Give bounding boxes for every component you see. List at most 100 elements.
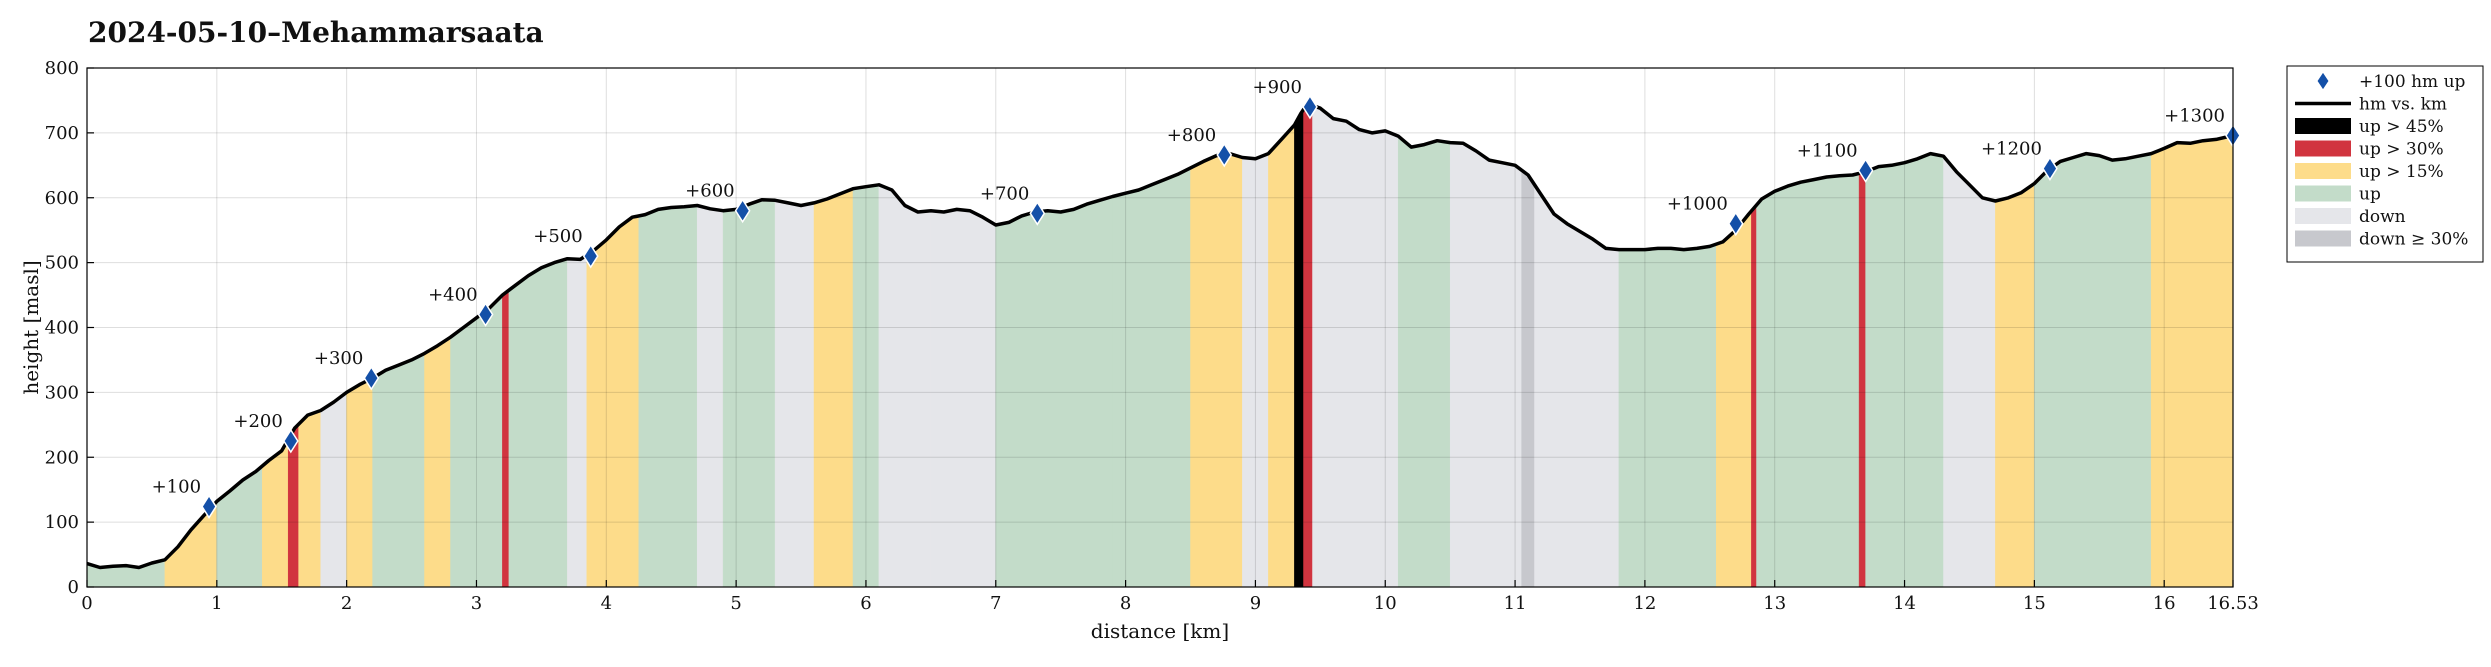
marker-diamond [363,365,380,391]
marker-diamond [477,302,494,327]
legend-label: up > 30% [2359,140,2444,160]
segment-up [722,199,776,588]
x-tick-label: 0 [81,593,92,614]
y-tick-label: 600 [45,188,79,209]
marker-diamond [582,243,599,269]
y-tick-label: 500 [45,253,79,274]
x-tick-label: 12 [1633,593,1656,614]
x-tick-label: 3 [471,593,482,614]
marker-label: +900 [1252,77,1301,98]
legend-swatch [2295,230,2351,247]
segment-up-gt-15 [424,336,451,588]
marker-diamond [734,198,751,224]
chart-title: 2024-05-10–Mehammarsaata [88,16,544,49]
marker-diamond [2042,156,2058,181]
segment-up-gt-30 [1858,171,1866,588]
x-tick-label: 10 [1374,593,1397,614]
x-tick-label: 16.53 [2207,593,2259,614]
segment-up-gt-15 [813,188,854,588]
y-tick-label: 300 [45,382,79,403]
y-tick-label: 100 [45,512,79,533]
x-axis-label: distance [km] [1091,619,1229,643]
legend-label: +100 hm up [2359,72,2466,92]
y-tick-label: 400 [45,318,79,339]
x-tick-label: 1 [211,593,222,614]
segment-up-gt-15 [2189,135,2234,588]
marker-label: +1200 [1981,139,2042,160]
segment-down [878,184,932,588]
segment-down [1449,142,1522,588]
y-tick-label: 700 [45,123,79,144]
marker-label: +800 [1167,125,1216,146]
legend-label: up [2359,185,2381,205]
marker-label: +300 [314,348,363,369]
x-tick-label: 15 [2023,593,2046,614]
x-tick-label: 4 [601,593,612,614]
marker-label: +100 [152,477,201,498]
legend-marker-symbol [2316,71,2330,91]
segment-down [774,199,815,588]
segment-down [930,209,997,588]
x-tick-label: 9 [1250,593,1261,614]
segment-up-gt-15 [586,215,640,588]
x-tick-label: 8 [1120,593,1131,614]
marker-label: +400 [428,285,477,306]
legend-label: up > 45% [2359,117,2444,137]
legend-label: hm vs. km [2359,95,2447,115]
segment-up [1397,135,1451,588]
segment-up-gt-30 [502,289,510,588]
legend-swatch [2295,208,2351,224]
segment-up [508,258,568,588]
segment-up-gt-30 [1303,103,1313,588]
x-tick-label: 14 [1893,593,1916,614]
milestone-markers: +100 +200 +300 +400 +500 +600 +700 +800 +900 +100… [152,77,2241,519]
segment-up-gt-15 [1995,183,2035,588]
marker-label: +200 [233,411,282,432]
segment-down [320,391,347,588]
marker-label: +500 [533,226,582,247]
segment-up [1756,173,1860,588]
marker-diamond [1857,158,1874,183]
legend-swatch [2295,118,2351,134]
x-tick-label: 13 [1763,593,1786,614]
axes: 0 1 2 3 4 5 6 7 8 9 10 11 12 13 14 15 16 16.5301002003004… [45,58,2259,614]
x-tick-label: 2 [341,593,352,614]
segment-up-gt-15 [2150,142,2191,588]
x-tick-label: 5 [730,593,741,614]
x-tick-label: 16 [2153,593,2176,614]
segment-up [1112,167,1191,588]
segment-up-gt-15 [1716,210,1752,588]
segment-up [1618,243,1717,588]
marker-label: +1300 [2164,105,2225,126]
marker-label: +1100 [1797,141,1858,162]
segment-up [372,352,425,588]
grid-lines [87,68,2233,587]
segment-down [1534,183,1620,588]
y-tick-label: 200 [45,447,79,468]
segment-down [567,254,588,588]
marker-diamond [1727,211,1744,237]
segment-up-gt-15 [298,410,321,588]
marker-diamond [1029,200,1046,226]
segment-up-gt-15 [346,377,373,588]
segment-up-gt-15 [1268,124,1295,588]
x-tick-label: 11 [1504,593,1527,614]
legend-label: down [2359,207,2406,227]
segment-down-ge-30 [1521,169,1535,588]
segment-up-gt-45 [1294,108,1304,588]
marker-diamond [282,428,299,454]
marker-label: +1000 [1667,194,1728,215]
legend-label: down ≥ 30% [2359,230,2468,250]
x-tick-label: 7 [990,593,1001,614]
marker-label: +600 [685,181,734,202]
segment-up [995,196,1113,588]
y-axis-label: height [masl] [19,260,43,394]
marker-diamond [1216,142,1233,168]
marker-diamond [201,494,217,519]
legend-swatch [2295,185,2351,202]
legend-swatch [2295,140,2351,157]
x-tick-label: 6 [860,593,871,614]
